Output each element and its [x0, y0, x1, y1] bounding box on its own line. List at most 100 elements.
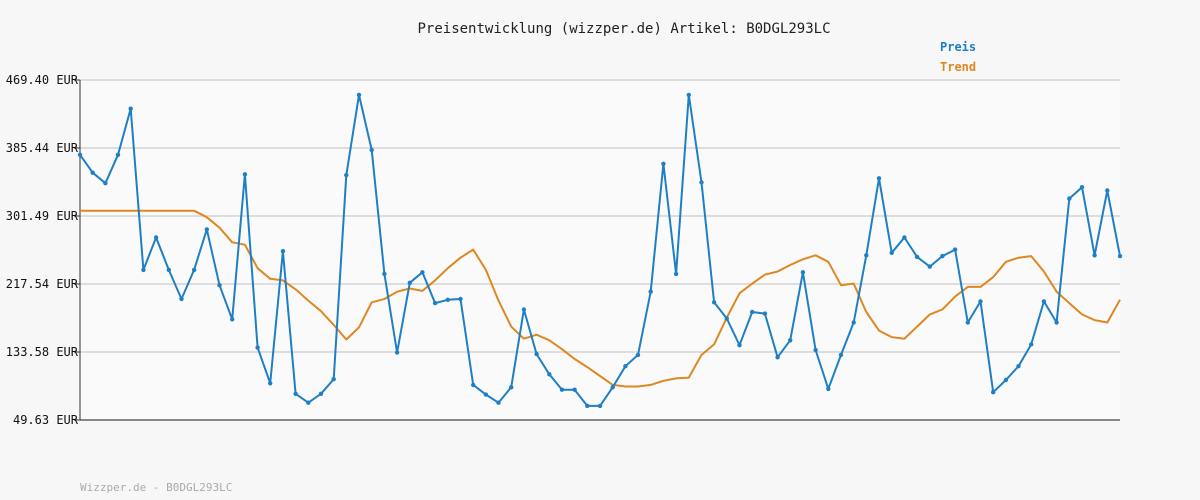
data-point: [952, 247, 958, 252]
data-point: [635, 352, 641, 358]
data-point: [293, 391, 298, 396]
data-point: [534, 351, 539, 357]
plot-area: [80, 80, 1120, 420]
data-point: [585, 403, 590, 409]
y-tick-label: 217.54 EUR: [6, 277, 79, 291]
data-point: [661, 161, 666, 166]
series-line-trend: [80, 209, 1121, 388]
legend: Preis Trend: [940, 40, 976, 74]
data-point: [331, 377, 336, 382]
data-point: [914, 254, 920, 260]
data-point: [750, 309, 755, 315]
data-point: [597, 403, 603, 409]
data-point: [699, 180, 704, 185]
data-point: [90, 170, 95, 175]
data-point: [927, 264, 932, 269]
data-point: [1029, 342, 1034, 347]
data-point: [559, 387, 565, 392]
data-point: [141, 267, 146, 273]
chart-title: Preisentwicklung (wizzper.de) Artikel: B…: [417, 21, 830, 37]
data-point: [800, 270, 806, 275]
data-point: [496, 400, 501, 405]
data-point: [775, 355, 780, 360]
series-layer: [77, 92, 1123, 409]
data-point: [306, 400, 311, 405]
data-point: [1016, 364, 1021, 369]
data-point: [483, 392, 489, 397]
data-point: [432, 300, 438, 306]
data-point: [711, 300, 717, 305]
data-point: [369, 147, 374, 153]
data-point: [1003, 377, 1009, 383]
data-point: [876, 176, 882, 181]
data-point: [623, 364, 628, 369]
data-point: [902, 235, 907, 240]
data-point: [1117, 253, 1123, 259]
data-point: [204, 227, 209, 232]
data-point: [280, 249, 286, 254]
data-point: [864, 253, 869, 258]
data-point: [521, 307, 527, 312]
data-point: [1041, 299, 1047, 304]
data-point: [268, 381, 273, 386]
data-point: [737, 343, 742, 348]
y-axis: 469.40 EUR 385.44 EUR 301.49 EUR 217.54 EUR…: [6, 73, 1120, 427]
grid: [80, 79, 1120, 421]
data-point: [838, 352, 844, 358]
data-point: [1092, 253, 1097, 258]
data-point: [724, 316, 729, 321]
data-point: [547, 372, 552, 377]
data-point: [153, 235, 159, 240]
data-point: [217, 283, 222, 288]
data-point: [1054, 320, 1059, 325]
data-point: [344, 172, 349, 178]
data-point: [673, 271, 679, 277]
y-tick-label: 469.40 EUR: [6, 73, 79, 87]
data-point: [77, 152, 83, 157]
data-point: [128, 106, 133, 111]
data-point: [242, 172, 248, 177]
data-point: [103, 181, 108, 186]
y-tick-label: 301.49 EUR: [6, 209, 79, 223]
legend-entry-trend: Trend: [940, 60, 976, 74]
data-point: [648, 289, 653, 294]
data-point: [762, 311, 768, 316]
data-point: [1105, 188, 1110, 193]
data-point: [356, 92, 362, 98]
data-point: [115, 152, 121, 157]
y-tick-label: 385.44 EUR: [6, 141, 79, 155]
data-point: [965, 320, 970, 325]
data-point: [407, 280, 412, 285]
data-point: [179, 296, 184, 302]
legend-entry-preis: Preis: [940, 40, 976, 54]
data-point: [813, 347, 818, 353]
data-point: [445, 297, 450, 302]
data-point: [686, 92, 691, 98]
data-point: [420, 270, 425, 275]
data-point: [889, 250, 894, 255]
data-point: [255, 345, 260, 350]
y-tick-label: 133.58 EUR: [6, 345, 79, 359]
data-point: [991, 390, 996, 395]
footer-text: Wizzper.de - B0DGL293LC: [80, 481, 232, 494]
data-point: [382, 271, 387, 277]
data-point: [191, 267, 197, 273]
data-point: [458, 296, 463, 302]
data-point: [978, 299, 983, 304]
data-point: [1067, 196, 1072, 201]
y-tick-label: 49.63 EUR: [13, 413, 79, 427]
data-point: [230, 317, 235, 322]
data-point: [610, 385, 615, 390]
data-point: [1079, 185, 1085, 190]
data-point: [851, 320, 856, 325]
data-point: [166, 267, 171, 273]
data-point: [788, 338, 793, 343]
data-point: [394, 350, 400, 355]
data-point: [509, 385, 514, 390]
data-point: [318, 391, 324, 396]
data-point: [471, 382, 476, 388]
data-point: [572, 387, 577, 392]
data-point: [826, 386, 831, 392]
